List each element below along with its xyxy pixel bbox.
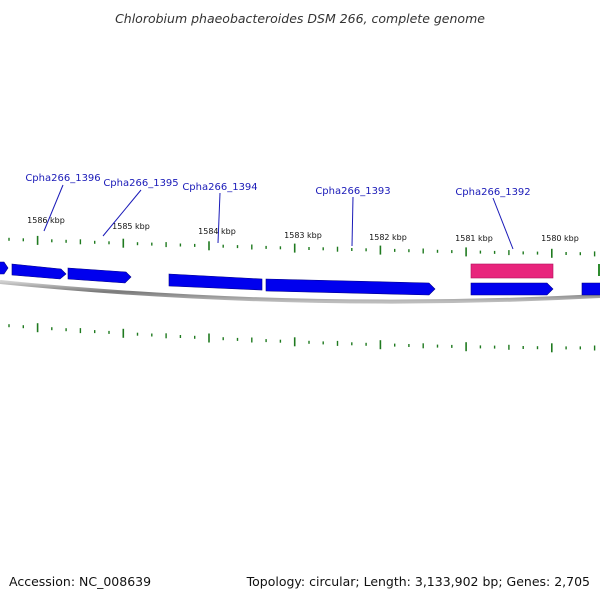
gene-leader-lines — [43, 184, 514, 250]
gene-features — [0, 261, 600, 296]
kbp-label-1582: 1582 kbp — [369, 233, 407, 242]
tick-marks-upper — [8, 235, 596, 258]
leader-cpha266-1392 — [492, 197, 514, 250]
genome-backbone — [0, 280, 600, 304]
gene-highlight-cpha266-1392[interactable] — [470, 263, 554, 279]
leader-cpha266-1394 — [217, 192, 221, 244]
gene-label-cpha266-1393[interactable]: Cpha266_1393 — [315, 186, 390, 197]
tick-marks-lower — [8, 323, 596, 353]
gene-arrow-cpha266-1392[interactable] — [470, 282, 554, 296]
gene-labels: Cpha266_1396 Cpha266_1395 Cpha266_1394 C… — [25, 173, 530, 198]
gene-arrow-left-edge[interactable] — [0, 261, 9, 275]
gene-arrow-cpha266-1393[interactable] — [265, 278, 436, 296]
gene-arrow-cpha266-1395[interactable] — [67, 267, 132, 284]
gene-arrow-cpha266-1396[interactable] — [11, 263, 67, 280]
gene-label-cpha266-1395[interactable]: Cpha266_1395 — [103, 178, 178, 189]
genome-summary: Topology: circular; Length: 3,133,902 bp… — [246, 574, 590, 589]
gene-arrow-right-edge[interactable] — [581, 282, 600, 296]
leader-cpha266-1396 — [43, 184, 64, 232]
kbp-scale: 1586 kbp 1585 kbp 1584 kbp 1583 kbp 1582… — [27, 216, 579, 243]
kbp-label-1586: 1586 kbp — [27, 216, 65, 225]
map-title: Chlorobium phaeobacteroides DSM 266, com… — [115, 11, 485, 26]
leader-cpha266-1395 — [102, 189, 142, 237]
kbp-label-1585: 1585 kbp — [112, 222, 150, 231]
gene-label-cpha266-1394[interactable]: Cpha266_1394 — [182, 182, 257, 193]
kbp-label-1580: 1580 kbp — [541, 234, 579, 243]
gene-label-cpha266-1392[interactable]: Cpha266_1392 — [455, 187, 530, 198]
kbp-label-1583: 1583 kbp — [284, 231, 322, 240]
gene-label-cpha266-1396[interactable]: Cpha266_1396 — [25, 173, 100, 184]
leader-cpha266-1393 — [351, 196, 354, 247]
gene-marker-right-edge[interactable] — [598, 264, 600, 276]
kbp-label-1584: 1584 kbp — [198, 227, 236, 236]
kbp-label-1581: 1581 kbp — [455, 234, 493, 243]
accession-label: Accession: NC_008639 — [9, 574, 151, 589]
gene-arrow-cpha266-1394[interactable] — [168, 273, 263, 291]
